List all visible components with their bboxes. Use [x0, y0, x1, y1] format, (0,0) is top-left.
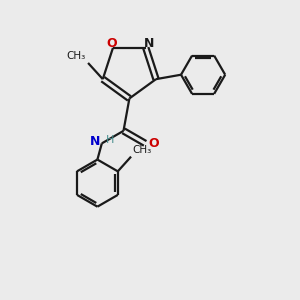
Text: N: N: [90, 135, 101, 148]
Text: CH₃: CH₃: [133, 145, 152, 155]
Text: H: H: [106, 135, 115, 145]
Text: CH₃: CH₃: [67, 51, 86, 61]
Text: O: O: [106, 37, 117, 50]
Text: N: N: [144, 37, 154, 50]
Text: O: O: [148, 137, 159, 150]
